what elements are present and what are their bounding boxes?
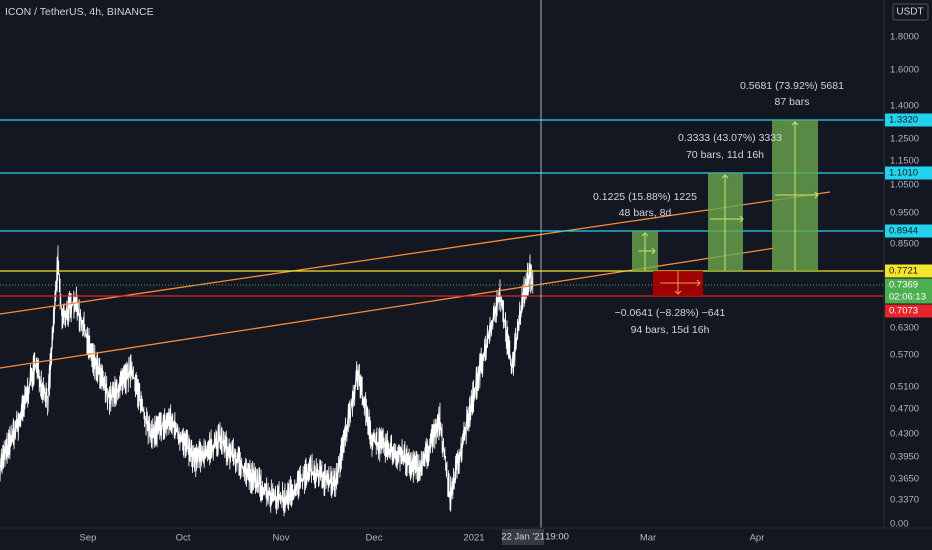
- time-tick-label: Oct: [176, 533, 191, 544]
- measure-label: 87 bars: [774, 96, 809, 108]
- time-tick-label: Nov: [273, 533, 290, 544]
- trend-line: [0, 191, 831, 315]
- measure-label: 48 bars, 8d: [619, 207, 672, 219]
- time-tick-label: 2021: [463, 533, 484, 544]
- price-tick-label: 1.6000: [890, 65, 919, 76]
- crosshair-date-box: [502, 529, 544, 545]
- currency-label[interactable]: USDT: [896, 7, 923, 18]
- price-label: 0.7721: [889, 266, 918, 277]
- symbol-title: ICON / TetherUS, 4h, BINANCE: [5, 6, 154, 18]
- measure-arrows: [638, 121, 819, 295]
- time-tick-label: Dec: [366, 533, 383, 544]
- price-tick-label: 0.9500: [890, 208, 919, 219]
- price-tick-label: 0.3370: [890, 495, 919, 506]
- crosshair-date: 22 Jan '21: [501, 532, 545, 543]
- measure-label: 94 bars, 15d 16h: [631, 324, 710, 336]
- price-tick-label: 1.1500: [890, 156, 919, 167]
- measure-label: 0.3333 (43.07%) 3333: [678, 132, 782, 144]
- price-tick-label: 0.00: [890, 519, 909, 530]
- price-label: 02:06:13: [889, 292, 926, 303]
- measure-label: 70 bars, 11d 16h: [686, 149, 764, 161]
- price-label-box: [885, 278, 932, 292]
- price-tick-label: 1.4000: [890, 101, 919, 112]
- price-label-box: [885, 264, 932, 278]
- crosshair-time: 19:00: [545, 532, 569, 543]
- price-label: 0.8944: [889, 226, 918, 237]
- price-label: 1.3320: [889, 115, 918, 126]
- price-tick-label: 0.5700: [890, 350, 919, 361]
- price-tick-label: 0.4700: [890, 404, 919, 415]
- measure-label: 0.5681 (73.92%) 5681: [740, 80, 844, 92]
- price-tick-label: 0.4300: [890, 429, 919, 440]
- price-label-box: [885, 304, 932, 318]
- price-label: 0.7073: [889, 306, 918, 317]
- price-tick-label: 0.3650: [890, 474, 919, 485]
- price-label: 1.1010: [889, 168, 918, 179]
- price-label-box: [885, 113, 932, 127]
- price-label: 0.7369: [889, 280, 918, 291]
- price-label-box: [885, 166, 932, 180]
- price-axis: [884, 0, 932, 528]
- measure-label: 0.1225 (15.88%) 1225: [593, 191, 697, 203]
- price-tick-label: 0.3950: [890, 452, 919, 463]
- price-tick-label: 0.5100: [890, 382, 919, 393]
- price-label-box: [885, 224, 932, 238]
- time-tick-label: Apr: [750, 533, 765, 544]
- price-tick-label: 0.8500: [890, 239, 919, 250]
- currency-button[interactable]: [892, 3, 929, 21]
- measure-label: −0.0641 (−8.28%) −641: [615, 307, 726, 319]
- price-tick-label: 1.0500: [890, 180, 919, 191]
- time-tick-label: Sep: [80, 533, 97, 544]
- price-tick-label: 0.6300: [890, 323, 919, 334]
- time-tick-label: Mar: [640, 533, 656, 544]
- price-tick-label: 1.8000: [890, 32, 919, 43]
- price-label-box: [885, 290, 932, 304]
- price-tick-label: 1.2500: [890, 134, 919, 145]
